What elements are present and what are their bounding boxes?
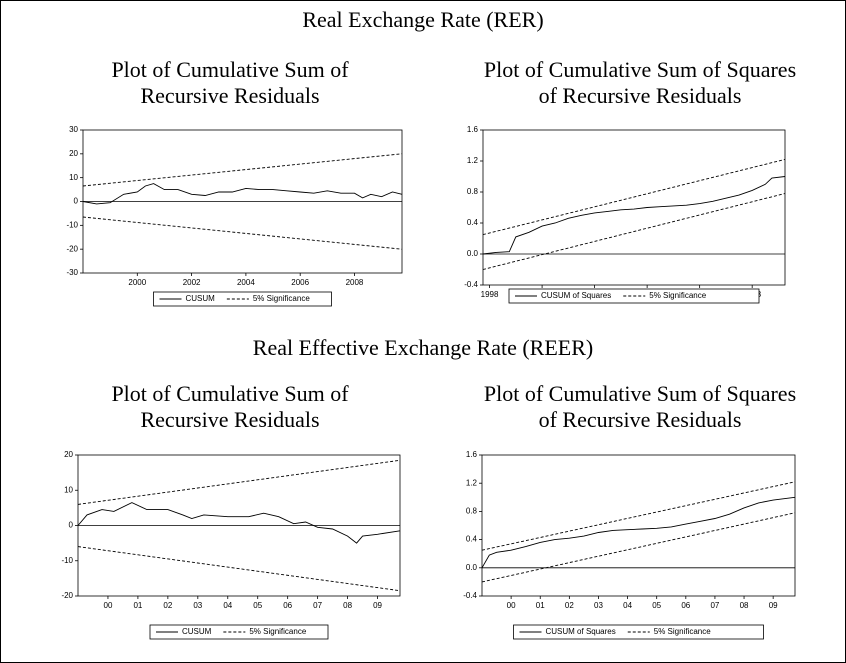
chart-title: Recursive Residuals xyxy=(140,83,319,108)
y-tick-label: 0.0 xyxy=(466,563,478,572)
x-tick-label: 03 xyxy=(193,601,202,610)
section-title: Real Effective Exchange Rate (REER) xyxy=(253,335,593,360)
x-tick-label: 00 xyxy=(104,601,113,610)
y-tick-label: 1.6 xyxy=(467,125,479,134)
y-tick-label: 1.6 xyxy=(466,450,478,459)
y-tick-label: 0.0 xyxy=(467,249,479,258)
series-line xyxy=(482,158,786,236)
x-tick-label: 00 xyxy=(507,601,516,610)
x-tick-label: 04 xyxy=(223,601,232,610)
series-line xyxy=(82,183,403,205)
y-tick-label: -20 xyxy=(61,591,73,600)
x-tick-label: 05 xyxy=(652,601,661,610)
y-tick-label: 0.4 xyxy=(466,535,478,544)
x-tick-label: 05 xyxy=(253,601,262,610)
chart-title: Plot of Cumulative Sum of Squares xyxy=(484,57,796,82)
y-tick-label: 10 xyxy=(64,485,73,494)
y-tick-label: 20 xyxy=(64,450,73,459)
x-tick-label: 06 xyxy=(283,601,292,610)
chart-title: Recursive Residuals xyxy=(140,407,319,432)
series-line-lower xyxy=(77,546,401,592)
series-line xyxy=(77,502,401,544)
y-tick-label: -0.4 xyxy=(464,280,478,289)
series-line xyxy=(481,496,796,569)
legend-label: 5% Significance xyxy=(253,294,310,303)
x-tick-label: 2002 xyxy=(183,278,201,287)
y-tick-label: 0 xyxy=(74,197,79,206)
y-tick-label: 1.2 xyxy=(467,156,479,165)
y-tick-label: 30 xyxy=(69,125,78,134)
legend-label: 5% Significance xyxy=(649,291,706,300)
y-tick-label: -0.4 xyxy=(463,591,477,600)
chart-title: Plot of Cumulative Sum of Squares xyxy=(484,381,796,406)
legend-label: CUSUM of Squares xyxy=(541,291,611,300)
series-line xyxy=(77,459,401,505)
x-tick-label: 04 xyxy=(623,601,632,610)
y-tick-label: -20 xyxy=(66,244,78,253)
y-tick-label: 20 xyxy=(69,149,78,158)
series-line-lower xyxy=(482,193,786,270)
x-tick-label: 01 xyxy=(133,601,142,610)
x-tick-label: 06 xyxy=(681,601,690,610)
y-tick-label: -10 xyxy=(61,556,73,565)
y-tick-label: 1.2 xyxy=(466,478,478,487)
x-tick-label: 02 xyxy=(565,601,574,610)
legend-label: CUSUM xyxy=(186,294,216,303)
x-tick-label: 01 xyxy=(536,601,545,610)
x-tick-label: 07 xyxy=(710,601,719,610)
series-line-lower xyxy=(82,216,403,250)
x-tick-label: 2008 xyxy=(346,278,364,287)
x-tick-label: 07 xyxy=(313,601,322,610)
y-tick-label: -30 xyxy=(66,268,78,277)
section-title: Real Exchange Rate (RER) xyxy=(302,7,543,32)
x-tick-label: 09 xyxy=(769,601,778,610)
legend-label: 5% Significance xyxy=(654,627,711,636)
y-tick-label: 0.8 xyxy=(467,187,479,196)
x-tick-label: 03 xyxy=(594,601,603,610)
chart-title: of Recursive Residuals xyxy=(539,83,742,108)
y-tick-label: -10 xyxy=(66,220,78,229)
x-tick-label: 02 xyxy=(163,601,172,610)
legend-label: 5% Significance xyxy=(249,627,306,636)
y-tick-label: 0.4 xyxy=(467,218,479,227)
y-tick-label: 0 xyxy=(69,521,74,530)
x-tick-label: 2006 xyxy=(291,278,309,287)
plot-frame xyxy=(482,129,786,286)
y-tick-label: 10 xyxy=(69,173,78,182)
legend-label: CUSUM xyxy=(182,627,212,636)
series-line xyxy=(481,481,796,551)
legend-label: CUSUM of Squares xyxy=(546,627,616,636)
x-tick-label: 2000 xyxy=(128,278,146,287)
chart-title: Plot of Cumulative Sum of xyxy=(111,381,349,406)
series-line xyxy=(482,176,786,255)
series-line-lower xyxy=(481,512,796,583)
x-tick-label: 2004 xyxy=(237,278,255,287)
x-tick-label: 09 xyxy=(373,601,382,610)
chart-title: of Recursive Residuals xyxy=(539,407,742,432)
plot-frame xyxy=(481,454,796,597)
x-tick-label: 08 xyxy=(740,601,749,610)
y-tick-label: 0.8 xyxy=(466,507,478,516)
chart-title: Plot of Cumulative Sum of xyxy=(111,57,349,82)
x-tick-label: 08 xyxy=(343,601,352,610)
series-line xyxy=(82,153,403,187)
x-tick-label: 1998 xyxy=(481,290,499,299)
